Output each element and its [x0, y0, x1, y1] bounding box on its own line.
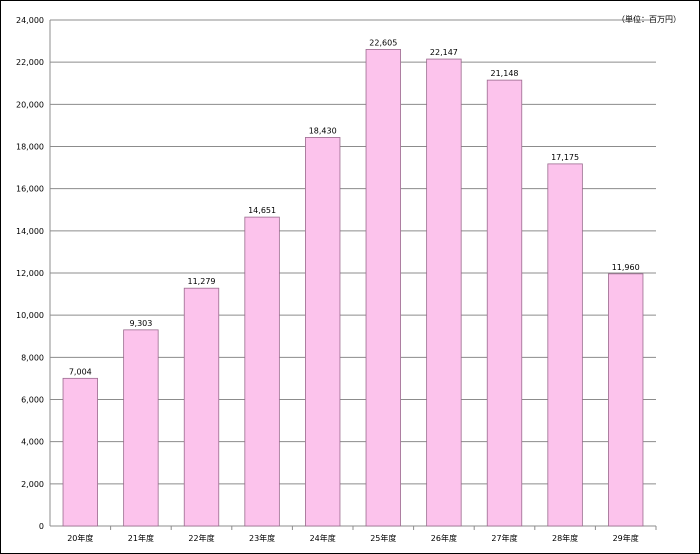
bar	[365, 49, 401, 527]
x-tick-label: 22年度	[188, 533, 214, 543]
data-label: 22,147	[430, 48, 458, 57]
y-tick-label: 6,000	[21, 396, 44, 405]
x-tick-label: 28年度	[552, 533, 578, 543]
bar	[486, 79, 523, 527]
data-label: 9,303	[129, 319, 152, 328]
y-tick-label: 16,000	[16, 185, 44, 194]
y-tick-label: 8,000	[21, 353, 44, 362]
y-tick-label: 14,000	[16, 227, 44, 236]
data-label: 22,605	[369, 38, 397, 47]
unit-label: （単位：百万円）	[617, 15, 681, 24]
x-tick-label: 24年度	[310, 533, 336, 543]
bar	[547, 163, 583, 527]
bar	[426, 58, 462, 527]
bar	[62, 377, 98, 527]
x-tick-label: 20年度	[67, 533, 93, 543]
data-label: 14,651	[248, 206, 276, 215]
data-label: 11,279	[188, 277, 216, 286]
bar	[305, 137, 341, 527]
bar	[123, 329, 159, 527]
bar	[608, 273, 644, 527]
bar	[183, 287, 220, 527]
y-tick-label: 0	[39, 522, 44, 531]
y-tick-label: 22,000	[16, 58, 44, 67]
y-tick-label: 20,000	[16, 100, 44, 109]
y-tick-label: 24,000	[16, 16, 44, 25]
x-tick-label: 25年度	[370, 533, 396, 543]
y-tick-label: 12,000	[16, 269, 44, 278]
data-label: 18,430	[309, 126, 337, 135]
y-tick-label: 18,000	[16, 143, 44, 152]
y-tick-label: 10,000	[16, 311, 44, 320]
data-label: 11,960	[612, 263, 640, 272]
data-label: 21,148	[491, 69, 519, 78]
x-tick-label: 27年度	[491, 533, 517, 543]
y-tick-label: 2,000	[21, 480, 44, 489]
y-tick-label: 4,000	[21, 438, 44, 447]
data-label: 17,175	[551, 153, 579, 162]
x-tick-label: 23年度	[249, 533, 275, 543]
data-label: 7,004	[69, 367, 92, 376]
bar	[244, 216, 280, 527]
x-tick-label: 29年度	[613, 533, 639, 543]
x-tick-label: 26年度	[431, 533, 457, 543]
x-tick-label: 21年度	[128, 533, 154, 543]
